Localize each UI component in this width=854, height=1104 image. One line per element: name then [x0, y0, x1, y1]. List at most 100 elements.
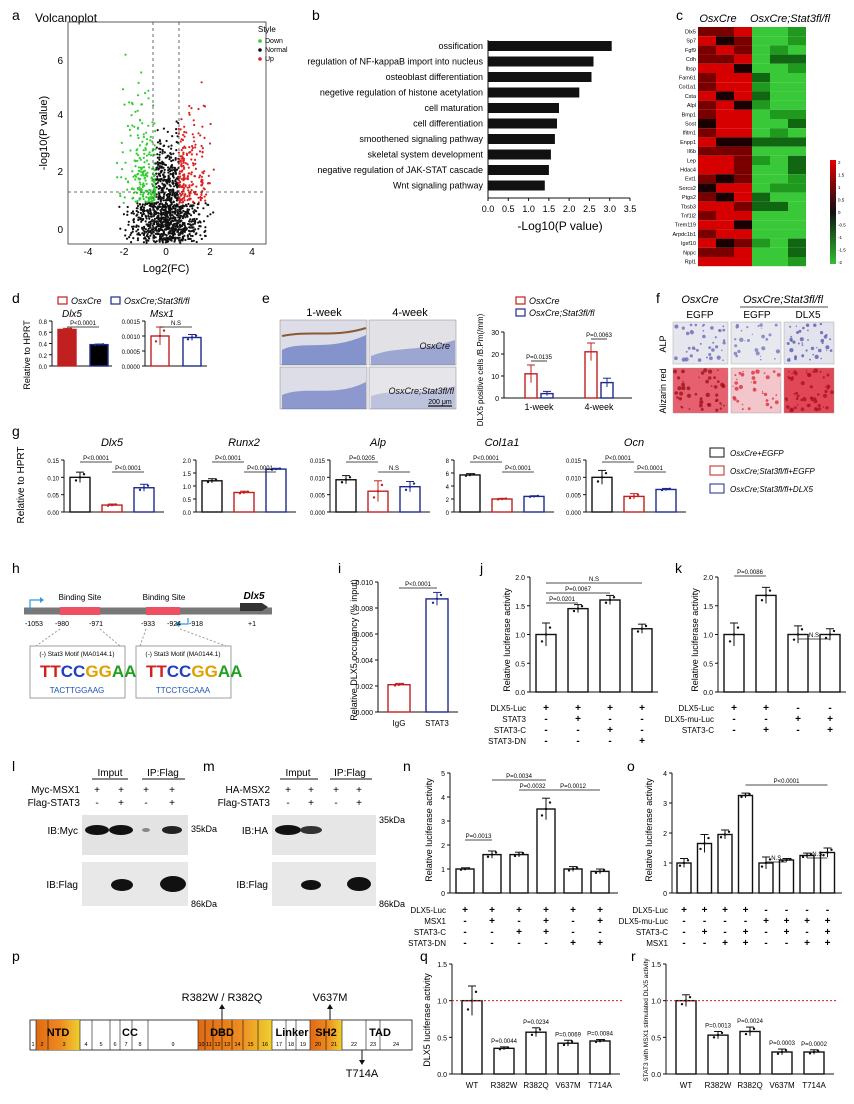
exon-number: 23	[370, 1042, 376, 1048]
stain-spot	[806, 403, 811, 408]
p-value-label: P=0.0234	[523, 1020, 550, 1026]
normal-point	[181, 232, 184, 235]
stain-spot	[736, 399, 740, 403]
p-value-label: P<0.0001	[473, 456, 500, 462]
ytick-label: 0.010	[355, 580, 373, 587]
normal-point	[131, 228, 135, 231]
normal-point	[155, 186, 158, 189]
data-point	[194, 334, 198, 337]
blot-myc	[82, 815, 188, 855]
stain-spot	[790, 335, 793, 338]
data-point	[764, 594, 768, 597]
ytick-label: 0.0000	[122, 365, 141, 371]
row-label: STAT3-C	[682, 726, 714, 735]
heatmap-cell	[716, 155, 734, 165]
stain-spot	[742, 371, 744, 373]
normal-point	[163, 193, 166, 196]
plus-minus-mark: -	[826, 905, 829, 916]
stain-spot	[813, 397, 817, 400]
histology-stain	[282, 335, 366, 365]
stain-spot	[698, 376, 700, 379]
ytick-label: 6	[446, 472, 450, 478]
stain-spot	[744, 340, 746, 342]
ytick-label: 0.002	[355, 684, 373, 691]
up-point	[193, 140, 196, 143]
data-point	[727, 830, 731, 833]
stain-spot	[813, 368, 818, 373]
heatmap-cell	[734, 220, 752, 230]
data-point	[474, 990, 478, 994]
domain-label: SH2	[315, 1027, 336, 1039]
stain-spot	[753, 387, 755, 390]
stain-spots	[673, 322, 834, 413]
plus-minus-mark: +	[722, 938, 728, 949]
plus-minus-mark: +	[731, 703, 737, 714]
legend-swatch-down	[258, 39, 262, 43]
ytick-label: 0.5	[515, 661, 525, 668]
marker-label: 86kDa	[191, 899, 217, 909]
heatmap-cell	[698, 119, 716, 129]
heatmap-cell	[770, 100, 788, 110]
heatmap-cell	[752, 192, 770, 202]
volcano-ytick: 2	[57, 167, 63, 178]
data-point	[728, 640, 732, 643]
normal-point	[192, 210, 195, 213]
normal-point	[183, 205, 186, 208]
histology-image	[368, 319, 457, 366]
stain-spot	[733, 351, 738, 356]
down-point	[140, 187, 143, 191]
stain-spot	[739, 337, 744, 342]
normal-point	[164, 223, 167, 226]
stain-spot	[738, 384, 744, 390]
stain-spot	[765, 338, 769, 341]
heatmap-cell	[770, 54, 788, 64]
normal-point	[187, 222, 190, 226]
down-point	[150, 176, 153, 179]
heatmap-color-scale	[830, 160, 836, 264]
normal-point	[204, 202, 207, 205]
data-point	[764, 861, 768, 865]
down-point	[136, 134, 139, 137]
normal-point	[184, 228, 187, 231]
normal-point	[156, 220, 159, 223]
plus-minus-mark: -	[805, 927, 808, 938]
band	[275, 825, 301, 835]
normal-point	[166, 182, 169, 185]
up-point	[182, 161, 185, 164]
data-point	[496, 498, 500, 501]
up-point	[184, 162, 187, 165]
category-label: WT	[466, 1081, 479, 1090]
g-legend-3: OsxCre;Stat3fl/fl+DLX5	[730, 485, 813, 494]
e-row-2: OsxCre;Stat3fl/fl	[388, 386, 455, 396]
normal-point	[161, 223, 164, 226]
normal-point	[157, 179, 160, 182]
bar	[482, 853, 502, 894]
ytick-label: 10	[491, 374, 499, 381]
scale-label: 1	[838, 185, 841, 190]
up-point	[181, 155, 184, 158]
up-point	[201, 147, 204, 150]
normal-point	[173, 166, 176, 169]
normal-point	[165, 202, 168, 206]
normal-point	[137, 218, 140, 222]
normal-point	[135, 230, 138, 233]
stain-spot	[769, 406, 773, 409]
down-point	[148, 151, 151, 154]
stain-spot	[678, 397, 682, 401]
ytick-label: 0.0	[437, 1072, 447, 1079]
stain-spot	[734, 374, 737, 377]
go-xtick-label: 2.5	[583, 204, 596, 214]
normal-point	[202, 207, 205, 210]
down-point	[115, 161, 119, 165]
normal-point	[150, 215, 153, 218]
stain-spot	[722, 328, 726, 332]
normal-point	[149, 229, 152, 233]
normal-point	[161, 187, 164, 190]
heatmap-gene-label: Ext1	[685, 177, 696, 183]
heatmap-cell	[770, 119, 788, 129]
ytick-label: 0.10	[47, 476, 59, 482]
up-point	[190, 180, 193, 183]
go-term-label: Wnt signaling pathway	[393, 181, 484, 191]
up-point	[181, 192, 184, 195]
